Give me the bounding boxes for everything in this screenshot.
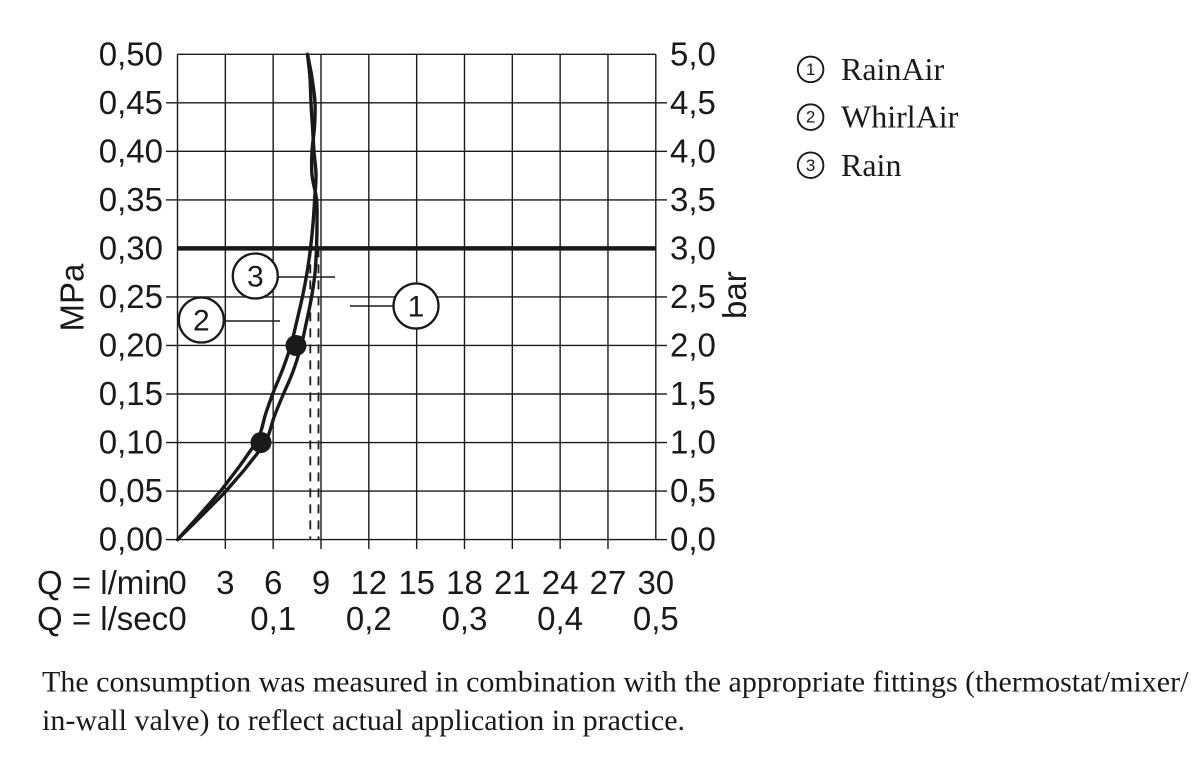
svg-text:bar: bar <box>716 271 753 319</box>
svg-text:9: 9 <box>312 564 330 601</box>
svg-text:2,5: 2,5 <box>670 278 716 315</box>
svg-text:0,2: 0,2 <box>346 600 392 637</box>
svg-text:Q = l/sec: Q = l/sec <box>37 600 168 637</box>
svg-text:0,50: 0,50 <box>99 36 163 73</box>
svg-text:27: 27 <box>590 564 627 601</box>
svg-text:4,5: 4,5 <box>670 84 716 121</box>
svg-text:Q = l/min: Q = l/min <box>37 564 170 601</box>
svg-text:in-wall valve) to reflect actu: in-wall valve) to reflect actual applica… <box>42 704 685 737</box>
svg-text:1: 1 <box>806 60 815 79</box>
svg-text:21: 21 <box>494 564 531 601</box>
svg-text:0,15: 0,15 <box>99 375 163 412</box>
svg-text:3: 3 <box>806 156 815 175</box>
svg-text:5,0: 5,0 <box>670 36 716 73</box>
svg-text:15: 15 <box>398 564 435 601</box>
svg-text:2,0: 2,0 <box>670 327 716 364</box>
svg-text:24: 24 <box>542 564 579 601</box>
svg-text:6: 6 <box>264 564 282 601</box>
svg-text:1: 1 <box>408 291 425 324</box>
svg-text:0,05: 0,05 <box>99 472 163 509</box>
svg-text:0,5: 0,5 <box>633 600 679 637</box>
svg-text:0,20: 0,20 <box>99 327 163 364</box>
svg-text:0,40: 0,40 <box>99 133 163 170</box>
svg-text:4,0: 4,0 <box>670 133 716 170</box>
svg-text:30: 30 <box>637 564 674 601</box>
svg-text:WhirlAir: WhirlAir <box>841 99 959 135</box>
svg-text:3,5: 3,5 <box>670 181 716 218</box>
svg-text:0: 0 <box>168 600 186 637</box>
svg-text:2: 2 <box>193 305 210 338</box>
svg-text:2: 2 <box>806 108 815 127</box>
svg-text:The consumption was measured i: The consumption was measured in combinat… <box>42 666 1189 699</box>
svg-text:1,0: 1,0 <box>670 424 716 461</box>
svg-text:0,1: 0,1 <box>250 600 296 637</box>
svg-text:MPa: MPa <box>53 263 90 332</box>
svg-text:0,30: 0,30 <box>99 230 163 267</box>
svg-text:RainAir: RainAir <box>841 51 944 87</box>
svg-text:0,0: 0,0 <box>670 521 716 558</box>
svg-text:0: 0 <box>168 564 186 601</box>
svg-text:0,3: 0,3 <box>442 600 488 637</box>
svg-text:0,4: 0,4 <box>537 600 583 637</box>
svg-text:Rain: Rain <box>841 147 901 183</box>
svg-text:0,35: 0,35 <box>99 181 163 218</box>
svg-text:0,5: 0,5 <box>670 472 716 509</box>
svg-text:3: 3 <box>247 261 264 294</box>
svg-text:3: 3 <box>216 564 234 601</box>
svg-text:0,45: 0,45 <box>99 84 163 121</box>
svg-text:12: 12 <box>350 564 387 601</box>
svg-text:1,5: 1,5 <box>670 375 716 412</box>
svg-text:18: 18 <box>446 564 483 601</box>
svg-text:0,00: 0,00 <box>99 521 163 558</box>
svg-text:0,10: 0,10 <box>99 424 163 461</box>
svg-text:0,25: 0,25 <box>99 278 163 315</box>
svg-text:3,0: 3,0 <box>670 230 716 267</box>
